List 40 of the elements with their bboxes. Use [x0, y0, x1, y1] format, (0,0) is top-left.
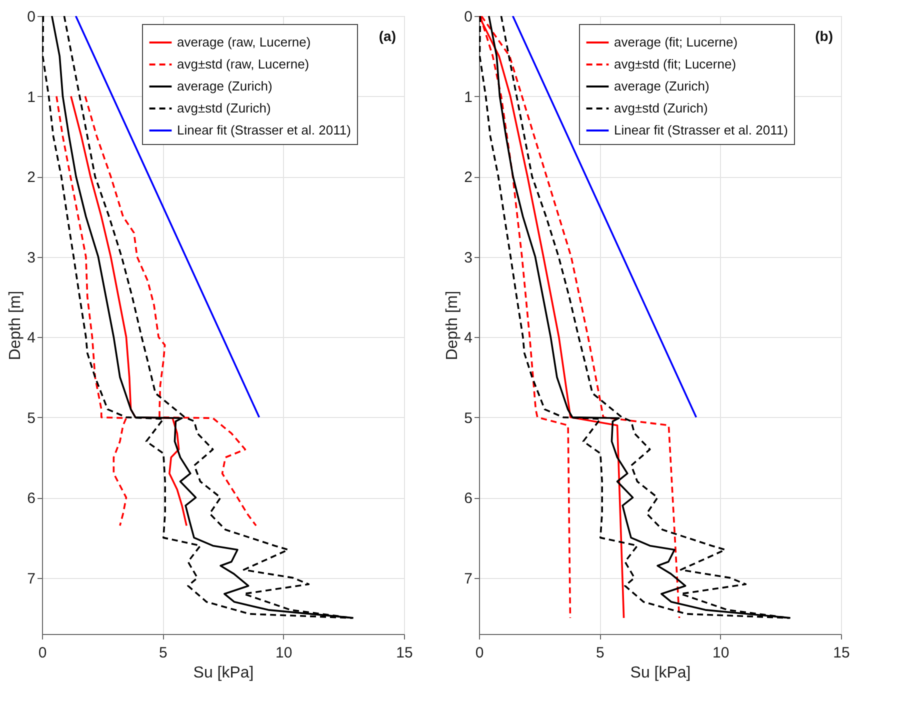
- x-tick-label: 0: [475, 644, 484, 662]
- x-tick-label: 10: [712, 644, 730, 662]
- y-tick-label: 3: [464, 249, 472, 266]
- y-tick-label: 3: [27, 249, 36, 266]
- y-tick-label: 2: [464, 169, 472, 186]
- y-axis-title: Depth [m]: [7, 290, 24, 360]
- legend-label: Linear fit (Strasser et al. 2011): [614, 122, 788, 138]
- legend-label: avg±std (Zurich): [177, 100, 271, 116]
- y-tick-label: 6: [464, 490, 472, 508]
- legend-label: avg±std (fit; Lucerne): [614, 56, 736, 72]
- x-tick-label: 15: [396, 644, 413, 662]
- annotation: (a): [378, 28, 396, 44]
- x-axis-title: Su [kPa]: [193, 664, 254, 682]
- legend-label: avg±std (raw, Lucerne): [177, 56, 310, 72]
- y-tick-label: 0: [464, 8, 472, 26]
- annotation: (b): [815, 28, 833, 44]
- legend-label: average (fit; Lucerne): [614, 34, 738, 50]
- y-tick-label: 7: [464, 570, 472, 588]
- y-tick-label: 2: [27, 169, 36, 186]
- x-tick-label: 10: [275, 644, 292, 662]
- y-tick-label: 5: [464, 410, 472, 427]
- y-tick-label: 5: [27, 410, 36, 427]
- x-tick-label: 0: [38, 644, 47, 662]
- y-tick-label: 1: [27, 88, 36, 106]
- y-tick-label: 7: [27, 570, 36, 588]
- x-tick-label: 5: [158, 644, 168, 662]
- y-tick-label: 4: [464, 330, 472, 347]
- x-tick-label: 5: [596, 644, 604, 662]
- legend-label: average (raw, Lucerne): [177, 34, 311, 50]
- legend-label: average (Zurich): [177, 78, 272, 94]
- x-axis-title: Su [kPa]: [630, 664, 691, 682]
- y-tick-label: 1: [464, 88, 472, 106]
- y-tick-label: 6: [27, 490, 36, 508]
- y-tick-label: 4: [27, 330, 36, 347]
- x-tick-label: 15: [833, 644, 850, 662]
- legend-label: avg±std (Zurich): [614, 100, 708, 116]
- legend-label: average (Zurich): [614, 78, 710, 94]
- legend-label: Linear fit (Strasser et al. 2011): [177, 122, 351, 138]
- y-axis-title: Depth [m]: [444, 290, 462, 360]
- y-tick-label: 0: [27, 8, 36, 26]
